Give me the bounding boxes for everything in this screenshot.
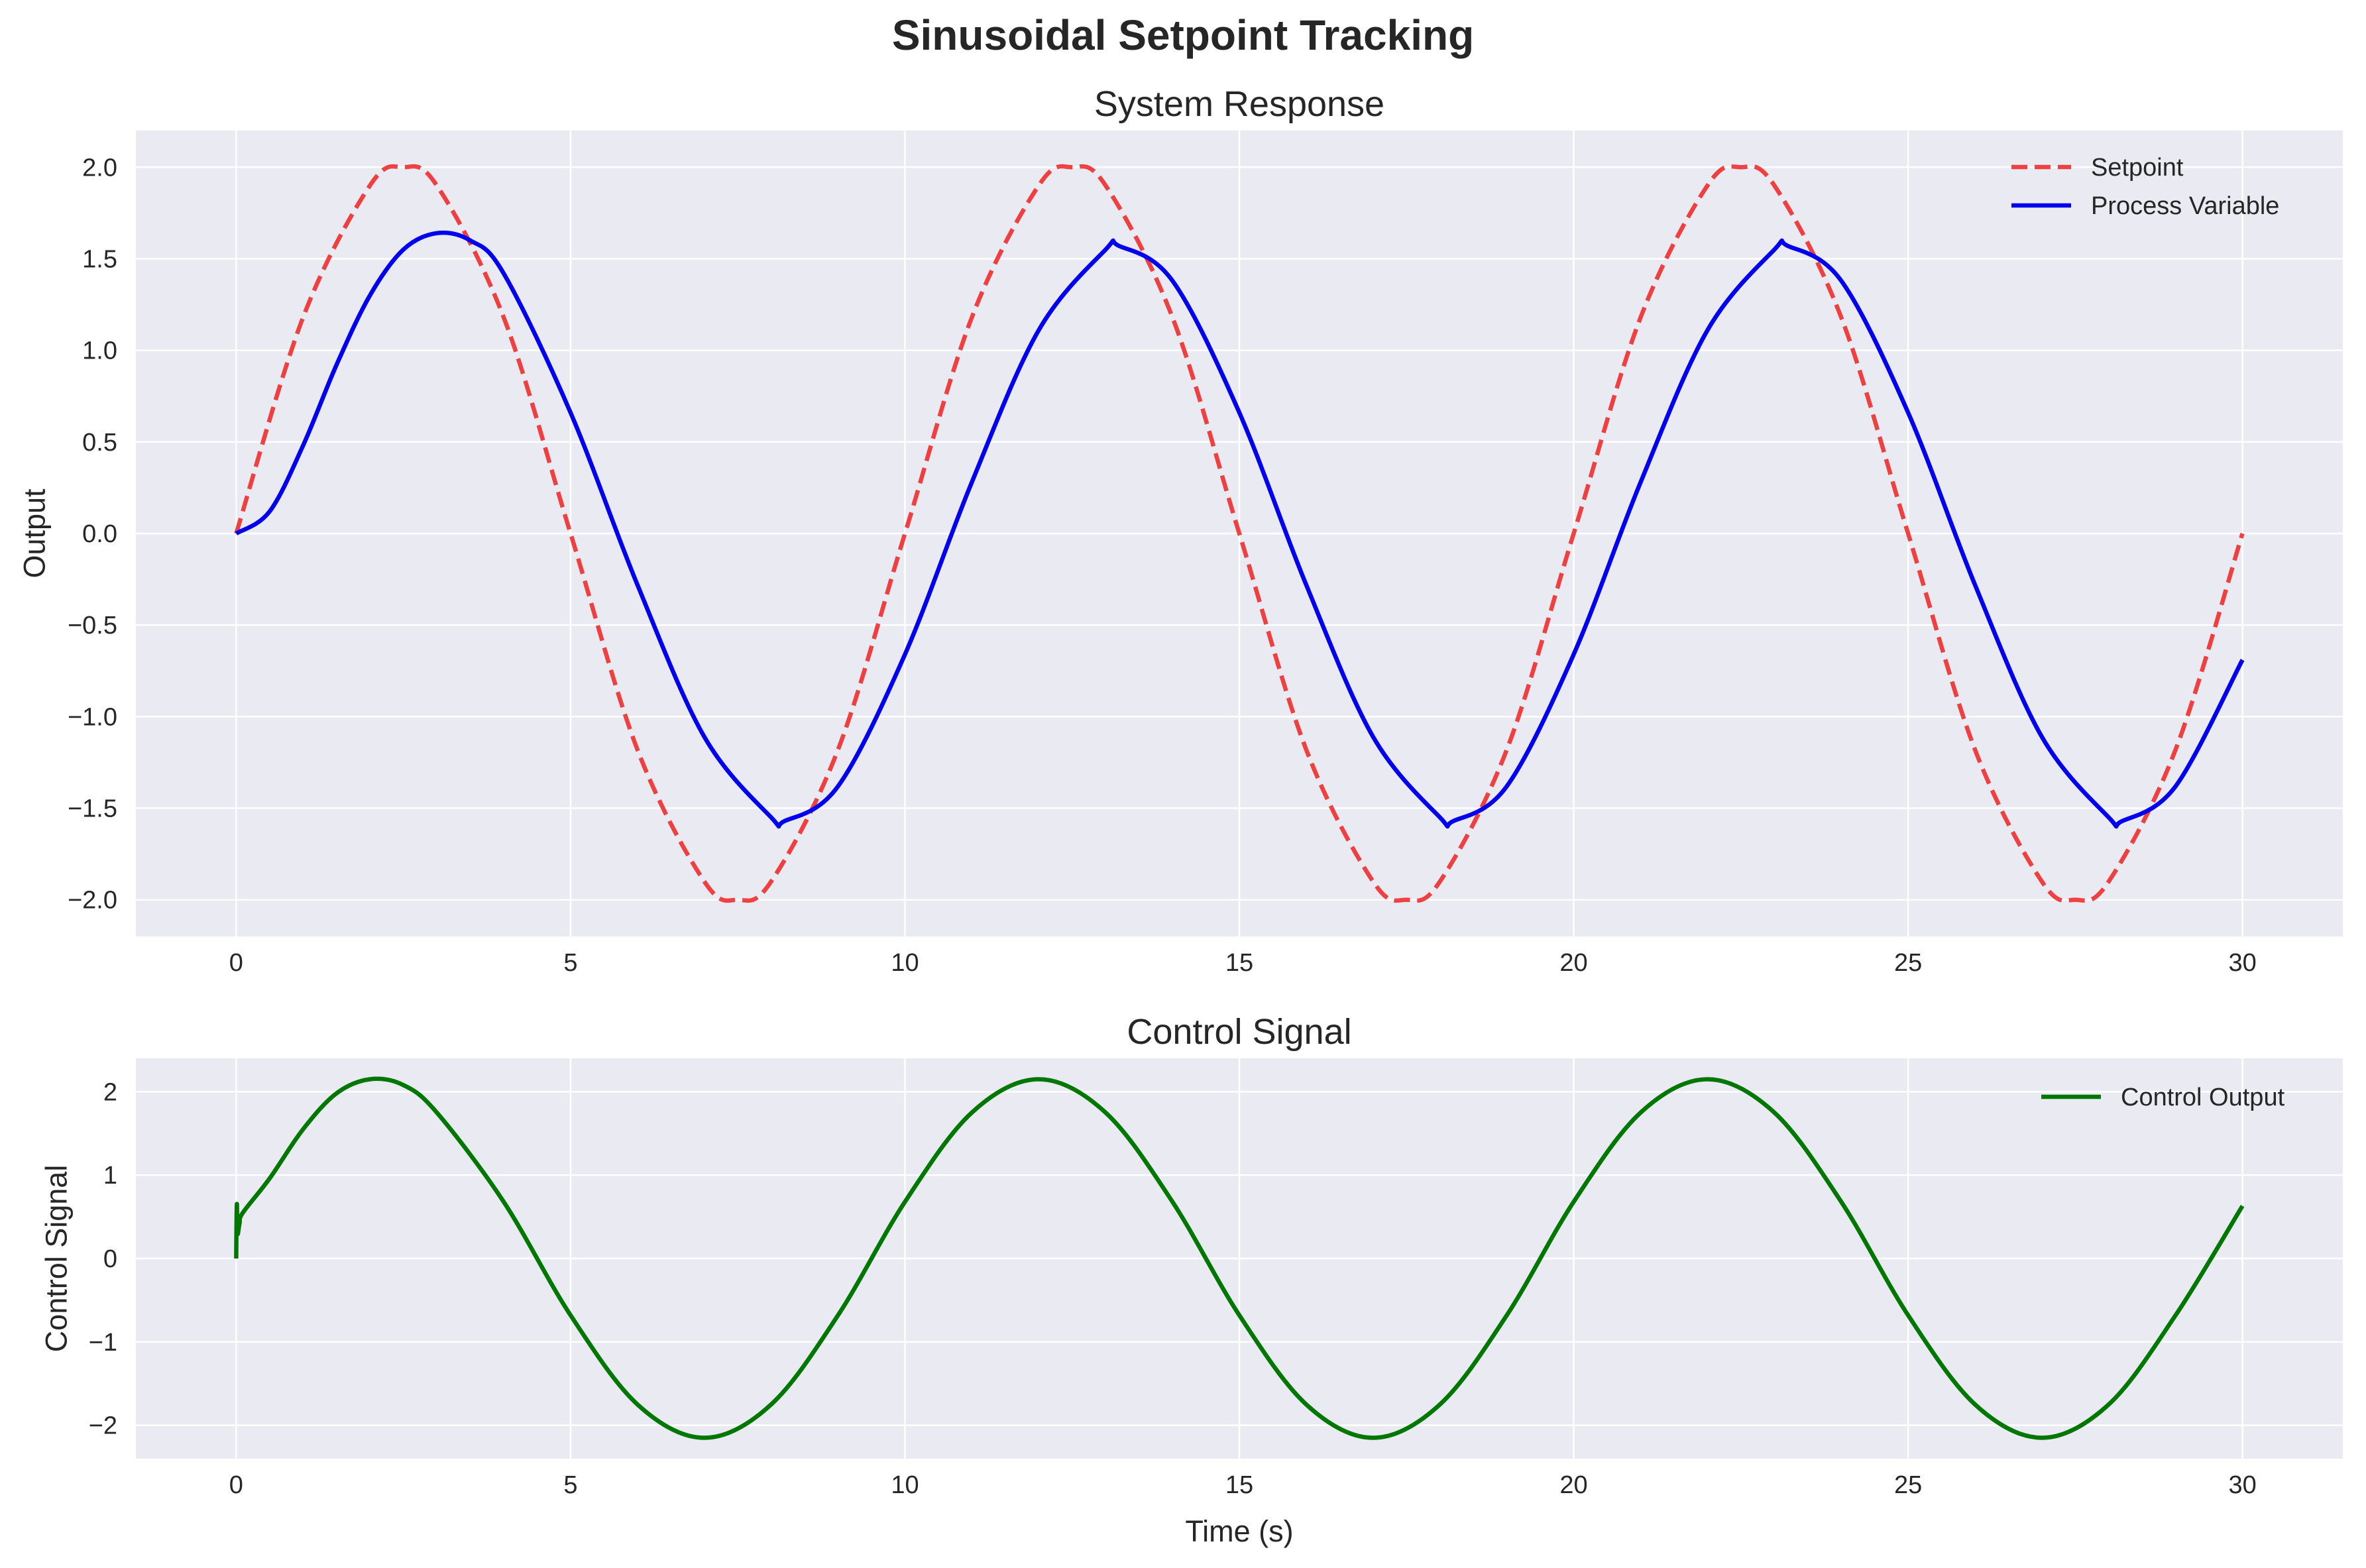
legend-label-setpoint: Setpoint: [2091, 154, 2184, 182]
response-xtick-label: 20: [1559, 949, 1587, 977]
control-xtick-label: 10: [891, 1471, 919, 1499]
response-ytick-label: −0.5: [68, 612, 117, 640]
control-xtick-label: 5: [563, 1471, 577, 1499]
response-xtick-label: 0: [229, 949, 243, 977]
response-xtick-label: 15: [1225, 949, 1253, 977]
response-xtick-label: 25: [1894, 949, 1922, 977]
series-line-process-variable: [235, 230, 2245, 829]
response-ytick-label: 2.0: [82, 154, 117, 182]
control-xtick-label: 30: [2228, 1471, 2256, 1499]
control-xtick-label: 0: [229, 1471, 243, 1499]
response-ytick-label: −1.0: [68, 703, 117, 731]
control-xlabel: Time (s): [1185, 1514, 1293, 1548]
control-ytick-label: 2: [103, 1078, 117, 1106]
response-ytick-label: 0.0: [82, 520, 117, 548]
control-title: Control Signal: [1127, 1012, 1351, 1052]
response-xtick-label: 10: [891, 949, 919, 977]
figure-suptitle: Sinusoidal Setpoint Tracking: [892, 11, 1474, 59]
series-line-setpoint: [234, 164, 2245, 903]
response-ytick-label: −1.5: [68, 795, 117, 823]
legend-label-control-output: Control Output: [2121, 1084, 2285, 1111]
control-ytick-label: −1: [89, 1329, 117, 1357]
response-ytick-label: 0.5: [82, 429, 117, 457]
response-legend: Setpoint Process Variable: [2011, 154, 2279, 220]
control-ylabel: Control Signal: [40, 1165, 74, 1353]
response-xtick-label: 30: [2228, 949, 2256, 977]
response-ylabel: Output: [18, 488, 52, 579]
response-ytick-label: 1.5: [82, 245, 117, 273]
control-ytick-label: 0: [103, 1245, 117, 1273]
series-line-control-output: [234, 1076, 2245, 1440]
legend-label-process-variable: Process Variable: [2091, 192, 2279, 220]
control-ytick-label: 1: [103, 1162, 117, 1190]
control-xtick-label: 20: [1559, 1471, 1587, 1499]
response-title: System Response: [1094, 84, 1384, 124]
response-ytick-label: 1.0: [82, 337, 117, 365]
response-xtick-label: 5: [563, 949, 577, 977]
response-ytick-label: −2.0: [68, 887, 117, 915]
system-response-chart: 0 5 10 15 20 25 30 2.0 1.5 1.0 0.5 0.0 −0.5 −1.0 −1.5 −…: [18, 84, 2343, 977]
control-ytick-label: −2: [89, 1412, 117, 1440]
control-xtick-label: 25: [1894, 1471, 1922, 1499]
control-legend: Control Output: [2041, 1084, 2285, 1111]
control-xtick-label: 15: [1225, 1471, 1253, 1499]
